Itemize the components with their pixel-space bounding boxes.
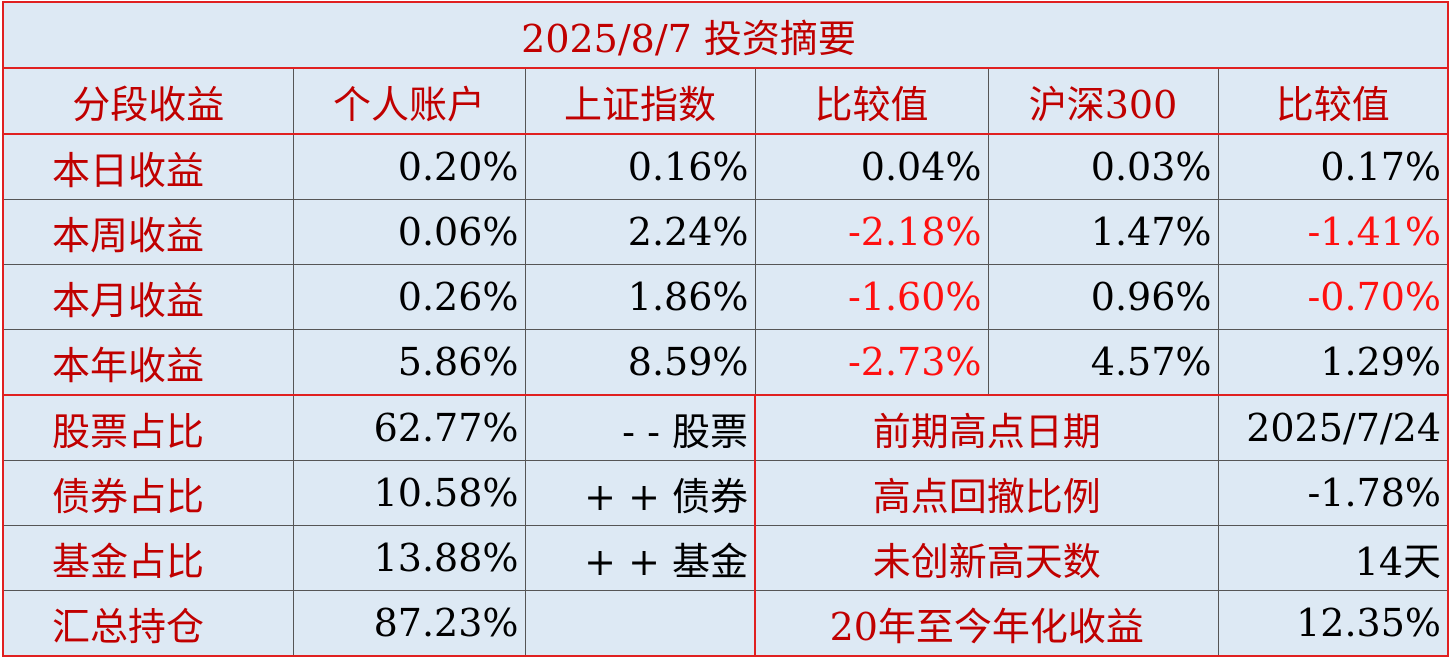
row-label: 本年收益: [2, 329, 294, 396]
value-cell: -2.73%: [754, 329, 989, 396]
value-cell: 1.29%: [1217, 329, 1449, 396]
asset-cell: + + 债券: [524, 460, 756, 526]
return-row: 本周收益 0.06% 2.24% -2.18% 1.47% -1.41%: [2, 199, 1449, 265]
value-cell: 2.24%: [524, 199, 756, 265]
return-row: 本年收益 5.86% 8.59% -2.73% 4.57% 1.29%: [2, 329, 1449, 396]
header-cell: 沪深300: [987, 67, 1219, 135]
metric-value: 2025/7/24: [1217, 394, 1449, 461]
row-label: 股票占比: [2, 394, 294, 461]
value-cell: 13.88%: [292, 525, 526, 591]
metric-value: 12.35%: [1217, 590, 1449, 657]
row-label: 基金占比: [2, 525, 294, 591]
summary-row: 汇总持仓 87.23% 20年至今年化收益 12.35%: [2, 590, 1449, 657]
header-row: 分段收益 个人账户 上证指数 比较值 沪深300 比较值: [2, 67, 1449, 135]
row-label: 本周收益: [2, 199, 294, 265]
asset-cell: + + 基金: [524, 525, 756, 591]
row-label: 本月收益: [2, 264, 294, 330]
value-cell: 0.20%: [292, 133, 526, 200]
asset-cell: - - 股票: [524, 394, 756, 461]
value-cell: 8.59%: [524, 329, 756, 396]
header-cell: 个人账户: [292, 67, 526, 135]
value-cell: 0.04%: [754, 133, 989, 200]
value-cell: 1.86%: [524, 264, 756, 330]
title: 2025/8/7 投资摘要: [2, 1, 1449, 69]
row-label: 债券占比: [2, 460, 294, 526]
title-row: 2025/8/7 投资摘要: [2, 1, 1449, 69]
table-body: 2025/8/7 投资摘要 分段收益 个人账户 上证指数 比较值 沪深300 比较值 本日收…: [2, 1, 1449, 657]
header-cell: 比较值: [1217, 67, 1449, 135]
metric-value: -1.78%: [1217, 460, 1449, 526]
summary-table: 2025/8/7 投资摘要 分段收益 个人账户 上证指数 比较值 沪深300 比较值 本日收…: [2, 1, 1450, 657]
value-cell: 87.23%: [292, 590, 526, 657]
return-row: 本月收益 0.26% 1.86% -1.60% 0.96% -0.70%: [2, 264, 1449, 330]
row-label: 汇总持仓: [2, 590, 294, 657]
value-cell: 4.57%: [987, 329, 1219, 396]
value-cell: 0.03%: [987, 133, 1219, 200]
value-cell: 0.17%: [1217, 133, 1449, 200]
summary-row: 基金占比 13.88% + + 基金 未创新高天数 14天: [2, 525, 1449, 591]
row-label: 本日收益: [2, 133, 294, 200]
value-cell: -1.60%: [754, 264, 989, 330]
value-cell: 1.47%: [987, 199, 1219, 265]
value-cell: -2.18%: [754, 199, 989, 265]
header-cell: 上证指数: [524, 67, 756, 135]
value-cell: 0.06%: [292, 199, 526, 265]
value-cell: 62.77%: [292, 394, 526, 461]
summary-row: 股票占比 62.77% - - 股票 前期高点日期 2025/7/24: [2, 394, 1449, 461]
value-cell: 10.58%: [292, 460, 526, 526]
summary-row: 债券占比 10.58% + + 债券 高点回撤比例 -1.78%: [2, 460, 1449, 526]
header-cell: 分段收益: [2, 67, 294, 135]
value-cell: -1.41%: [1217, 199, 1449, 265]
metric-label: 前期高点日期: [754, 394, 1219, 461]
value-cell: -0.70%: [1217, 264, 1449, 330]
return-row: 本日收益 0.20% 0.16% 0.04% 0.03% 0.17%: [2, 133, 1449, 200]
value-cell: 0.26%: [292, 264, 526, 330]
asset-cell: [524, 590, 756, 657]
metric-label: 高点回撤比例: [754, 460, 1219, 526]
value-cell: 0.16%: [524, 133, 756, 200]
metric-label: 未创新高天数: [754, 525, 1219, 591]
value-cell: 5.86%: [292, 329, 526, 396]
header-cell: 比较值: [754, 67, 989, 135]
value-cell: 0.96%: [987, 264, 1219, 330]
metric-value: 14天: [1217, 525, 1449, 591]
metric-label: 20年至今年化收益: [754, 590, 1219, 657]
